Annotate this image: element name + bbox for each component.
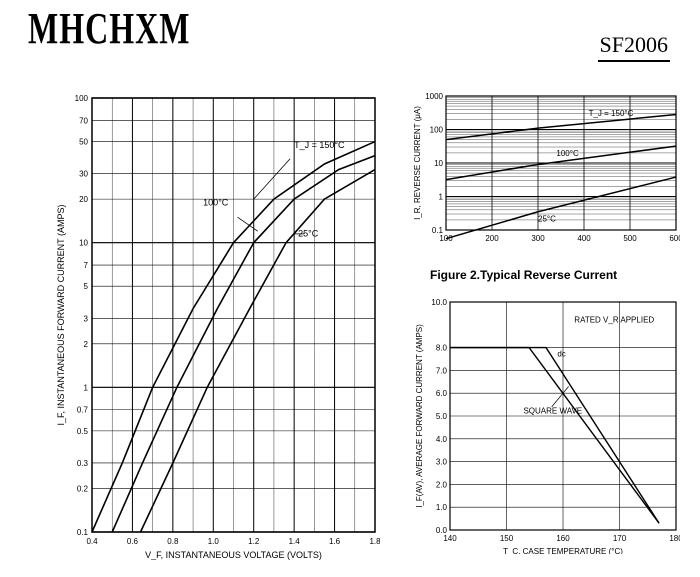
svg-text:4.0: 4.0 xyxy=(436,435,448,444)
svg-text:1.0: 1.0 xyxy=(436,503,448,512)
svg-text:50: 50 xyxy=(79,138,88,147)
svg-text:0.5: 0.5 xyxy=(77,427,89,436)
figure-derating: 0.01.02.03.04.05.06.07.08.010.0140150160… xyxy=(410,294,680,554)
figure-forward-current: 0.1 0.2 0.3 0.5 0.7 1 2 3 5 7 10 20 30 50 70 100 0.4 0.6 0… xyxy=(50,90,380,560)
svg-text:0.7: 0.7 xyxy=(77,406,89,415)
svg-text:2: 2 xyxy=(84,340,89,349)
svg-text:2.0: 2.0 xyxy=(436,480,448,489)
svg-text:I_R, REVERSE CURRENT (μA): I_R, REVERSE CURRENT (μA) xyxy=(413,106,422,220)
svg-text:10: 10 xyxy=(434,159,443,168)
svg-text:I_F(AV), AVERAGE FORWARD CURRE: I_F(AV), AVERAGE FORWARD CURRENT (AMPS) xyxy=(415,324,424,508)
svg-text:3: 3 xyxy=(84,314,89,323)
svg-text:1.4: 1.4 xyxy=(289,537,301,546)
svg-text:0.4: 0.4 xyxy=(86,537,98,546)
svg-text:0.3: 0.3 xyxy=(77,459,89,468)
part-number: SF2006 xyxy=(598,32,670,62)
svg-text:1.8: 1.8 xyxy=(369,537,380,546)
svg-text:7: 7 xyxy=(84,261,89,270)
svg-text:1000: 1000 xyxy=(425,92,443,101)
svg-text:0.1: 0.1 xyxy=(77,528,89,537)
svg-text:0.6: 0.6 xyxy=(127,537,139,546)
svg-text:180: 180 xyxy=(669,534,680,543)
brand-logo: MHCHXM xyxy=(28,3,190,55)
svg-text:100°C: 100°C xyxy=(556,149,579,158)
svg-text:100: 100 xyxy=(75,94,89,103)
svg-text:T_J = 150°C: T_J = 150°C xyxy=(589,109,634,118)
svg-text:0.2: 0.2 xyxy=(77,484,89,493)
svg-text:70: 70 xyxy=(79,116,88,125)
svg-text:1.6: 1.6 xyxy=(329,537,341,546)
svg-text:I_F, INSTANTANEOUS FORWARD CUR: I_F, INSTANTANEOUS FORWARD CURRENT (AMPS… xyxy=(56,204,66,425)
svg-text:dc: dc xyxy=(557,350,565,359)
svg-text:30: 30 xyxy=(79,170,88,179)
svg-text:100: 100 xyxy=(430,126,444,135)
svg-text:1.0: 1.0 xyxy=(208,537,220,546)
svg-text:150: 150 xyxy=(500,534,514,543)
svg-text:5: 5 xyxy=(84,282,89,291)
svg-text:20: 20 xyxy=(79,195,88,204)
svg-text:170: 170 xyxy=(613,534,627,543)
svg-text:3.0: 3.0 xyxy=(436,458,448,467)
svg-text:160: 160 xyxy=(556,534,570,543)
svg-text:10.0: 10.0 xyxy=(431,298,447,307)
svg-text:T_J = 150°C: T_J = 150°C xyxy=(294,140,345,150)
svg-text:6.0: 6.0 xyxy=(436,389,448,398)
svg-text:500: 500 xyxy=(623,234,637,243)
svg-text:400: 400 xyxy=(577,234,591,243)
svg-text:10: 10 xyxy=(79,239,88,248)
svg-text:300: 300 xyxy=(531,234,545,243)
svg-text:V_F, INSTANTANEOUS VOLTAGE (VO: V_F, INSTANTANEOUS VOLTAGE (VOLTS) xyxy=(145,550,322,560)
svg-text:200: 200 xyxy=(485,234,499,243)
svg-text:RATED V_R APPLIED: RATED V_R APPLIED xyxy=(574,316,654,325)
svg-text:600: 600 xyxy=(669,234,680,243)
figure2-caption: Figure 2.Typical Reverse Current xyxy=(430,268,617,282)
svg-text:0.8: 0.8 xyxy=(167,537,179,546)
svg-text:100°C: 100°C xyxy=(203,198,229,208)
svg-text:T_C, CASE TEMPERATURE (°C): T_C, CASE TEMPERATURE (°C) xyxy=(503,547,623,554)
svg-text:SQUARE WAVE: SQUARE WAVE xyxy=(523,407,582,416)
svg-text:1.2: 1.2 xyxy=(248,537,260,546)
svg-text:1: 1 xyxy=(439,193,444,202)
svg-text:140: 140 xyxy=(443,534,457,543)
svg-text:25°C: 25°C xyxy=(538,214,556,223)
svg-text:8.0: 8.0 xyxy=(436,344,448,353)
svg-text:1: 1 xyxy=(84,383,89,392)
figure-reverse-current: 0.11101001000100200300400500600T_J = 150… xyxy=(410,90,680,250)
svg-text:7.0: 7.0 xyxy=(436,366,448,375)
svg-text:5.0: 5.0 xyxy=(436,412,448,421)
